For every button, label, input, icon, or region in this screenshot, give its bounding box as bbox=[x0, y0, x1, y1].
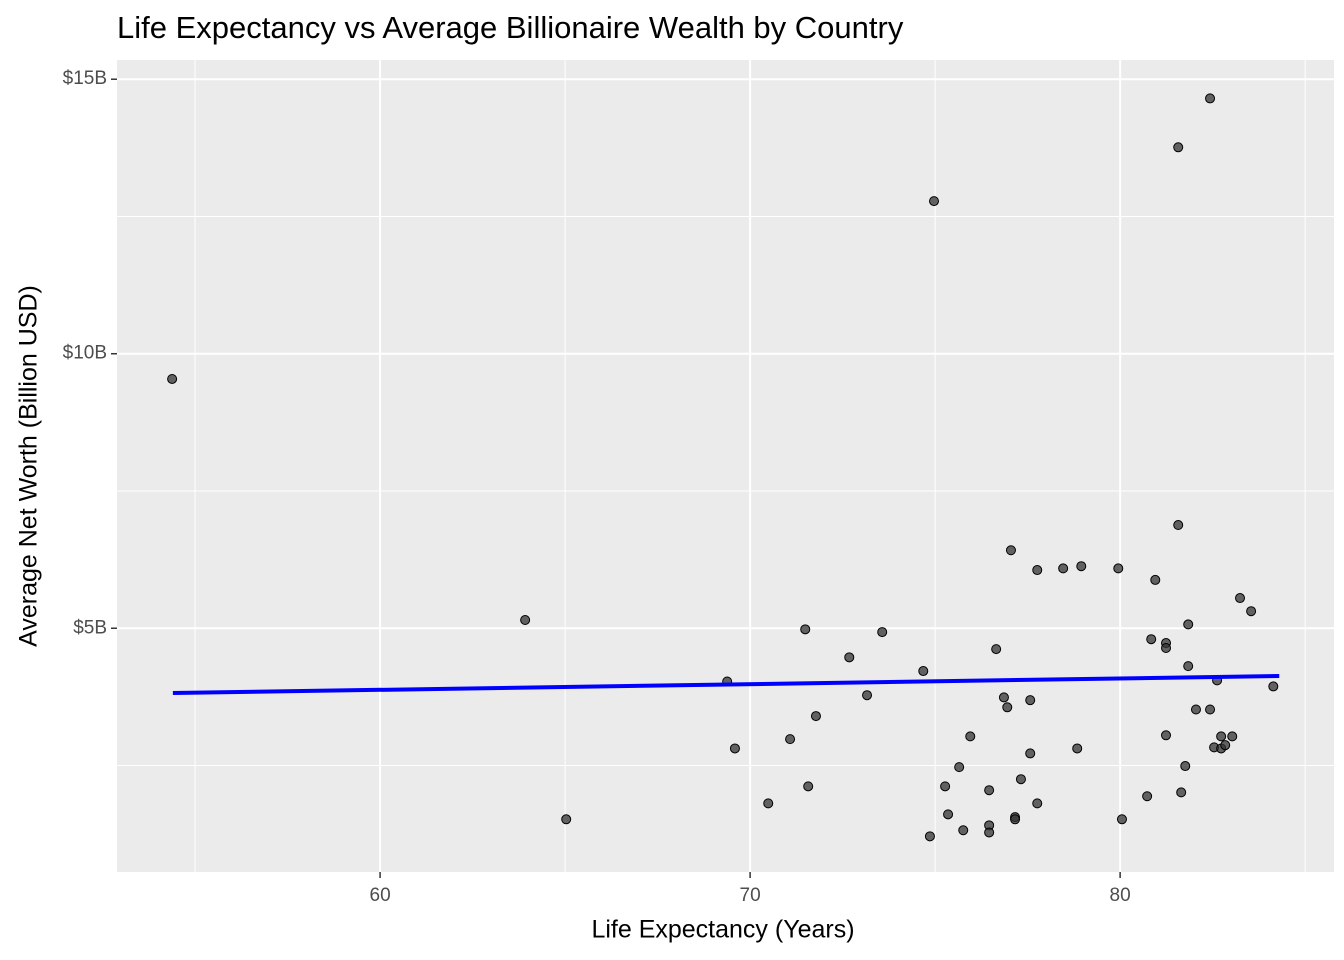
point bbox=[1216, 731, 1227, 742]
point bbox=[1180, 761, 1191, 772]
point bbox=[958, 825, 969, 836]
x-tick-label: 60 bbox=[370, 885, 391, 906]
point bbox=[1116, 814, 1127, 825]
point bbox=[924, 831, 935, 842]
point bbox=[1173, 520, 1184, 531]
point bbox=[965, 731, 976, 742]
point bbox=[1146, 634, 1157, 645]
y-axis-title: Average Net Worth (Billion USD) bbox=[15, 285, 43, 647]
point bbox=[763, 798, 774, 809]
point bbox=[1005, 545, 1016, 556]
point bbox=[1025, 695, 1036, 706]
point bbox=[844, 652, 855, 663]
panel bbox=[117, 60, 1334, 872]
point bbox=[1173, 142, 1184, 153]
point bbox=[862, 690, 873, 701]
point bbox=[803, 781, 814, 792]
point bbox=[729, 743, 740, 754]
point bbox=[991, 644, 1002, 655]
point bbox=[954, 762, 965, 773]
point bbox=[929, 196, 940, 207]
y-tick-label: $15B bbox=[63, 68, 107, 89]
point bbox=[1032, 565, 1043, 576]
point bbox=[167, 373, 178, 384]
point bbox=[1010, 814, 1021, 825]
point bbox=[1205, 704, 1216, 715]
point bbox=[1161, 730, 1172, 741]
point bbox=[984, 827, 995, 838]
point bbox=[877, 627, 888, 638]
point bbox=[800, 624, 811, 635]
point bbox=[785, 734, 796, 745]
point bbox=[1161, 643, 1172, 653]
x-axis-title: Life Expectancy (Years) bbox=[591, 916, 854, 944]
point bbox=[1076, 561, 1087, 572]
point bbox=[1015, 774, 1026, 785]
point bbox=[561, 814, 572, 825]
point bbox=[1205, 93, 1216, 104]
point bbox=[810, 711, 821, 722]
point bbox=[1058, 563, 1069, 574]
y-tick-label: $5B bbox=[73, 617, 107, 638]
point bbox=[1002, 702, 1013, 713]
point bbox=[998, 692, 1009, 703]
point bbox=[1150, 574, 1161, 585]
point bbox=[1268, 681, 1279, 692]
point bbox=[940, 781, 951, 792]
point bbox=[1235, 593, 1246, 604]
point bbox=[1113, 563, 1124, 574]
point bbox=[1183, 661, 1194, 672]
point bbox=[1142, 791, 1153, 802]
point bbox=[520, 615, 531, 625]
point bbox=[1176, 787, 1187, 798]
point bbox=[1072, 743, 1083, 754]
y-tick-label: $10B bbox=[63, 343, 107, 364]
point bbox=[984, 785, 995, 796]
point bbox=[1220, 740, 1231, 751]
trend-line bbox=[172, 674, 1280, 696]
point bbox=[1246, 606, 1257, 617]
point bbox=[1183, 619, 1194, 630]
chart-title: Life Expectancy vs Average Billionaire W… bbox=[117, 10, 904, 45]
point bbox=[918, 666, 929, 677]
point bbox=[1190, 704, 1201, 715]
point bbox=[1032, 798, 1043, 809]
x-tick-label: 80 bbox=[1110, 885, 1131, 906]
point bbox=[943, 809, 954, 820]
point bbox=[1227, 731, 1238, 742]
x-tick-label: 70 bbox=[740, 885, 761, 906]
point bbox=[1025, 748, 1036, 759]
